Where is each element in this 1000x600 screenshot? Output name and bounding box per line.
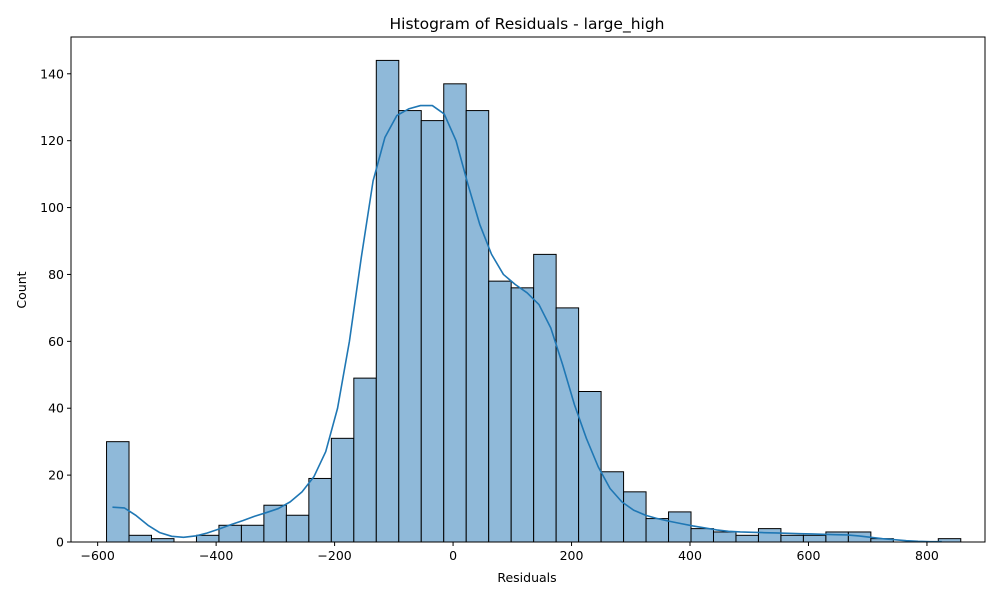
x-tick-label: 800 xyxy=(915,548,939,563)
histogram-bar xyxy=(285,514,310,543)
y-tick-label: 140 xyxy=(40,66,64,81)
x-tick-label: 600 xyxy=(797,548,821,563)
histogram-bar xyxy=(488,280,512,543)
histogram-bar xyxy=(802,534,827,543)
axes-frame xyxy=(70,36,986,543)
histogram-bar xyxy=(668,511,692,543)
histogram-bar xyxy=(780,534,804,543)
histogram-bar xyxy=(712,531,737,543)
chart-title: Histogram of Residuals - large_high xyxy=(389,15,664,34)
histogram-bar xyxy=(533,253,557,543)
x-tick-label: 400 xyxy=(678,548,702,563)
histogram-bar xyxy=(151,538,175,543)
y-tick-label: 100 xyxy=(40,200,64,215)
x-tick-label: 200 xyxy=(560,548,584,563)
y-tick-label: 20 xyxy=(48,468,64,483)
histogram-bar xyxy=(240,524,265,543)
histogram-bar xyxy=(308,477,332,543)
histogram-bar xyxy=(398,110,422,543)
x-tick-label: −400 xyxy=(199,548,233,563)
histogram-bar xyxy=(353,377,377,543)
kde-curve-line xyxy=(112,104,942,543)
histogram-bar xyxy=(510,287,535,543)
histogram-bar xyxy=(645,518,670,543)
y-tick-label: 40 xyxy=(48,401,64,416)
x-axis-label: Residuals xyxy=(497,570,556,585)
histogram-bar xyxy=(106,441,130,543)
histogram-bar xyxy=(735,534,759,543)
y-tick-label: 120 xyxy=(40,133,64,148)
x-tick-label: −600 xyxy=(80,548,114,563)
y-tick-label: 0 xyxy=(56,535,64,550)
x-tick-label: 0 xyxy=(449,548,457,563)
histogram-bar xyxy=(825,531,849,543)
y-tick-label: 60 xyxy=(48,334,64,349)
y-axis-label: Count xyxy=(14,271,29,308)
histogram-bar xyxy=(623,491,647,543)
y-tick-label: 80 xyxy=(48,267,64,282)
histogram-bar xyxy=(330,437,355,543)
histogram-bar xyxy=(420,120,445,543)
histogram-bar xyxy=(263,504,287,543)
histogram-bar xyxy=(757,528,782,543)
histogram-bar xyxy=(690,528,714,543)
x-tick-label: −200 xyxy=(317,548,351,563)
histogram-bar xyxy=(555,307,580,543)
plot-area: −600 −400 −200 0 200 400 600 800 0 20 40 60 80 100 120… xyxy=(40,36,986,563)
histogram-bar xyxy=(128,534,153,543)
histogram-bar xyxy=(600,471,625,543)
histogram-bar xyxy=(443,83,467,543)
histogram-bar xyxy=(195,534,220,543)
histogram-bar xyxy=(465,110,490,543)
